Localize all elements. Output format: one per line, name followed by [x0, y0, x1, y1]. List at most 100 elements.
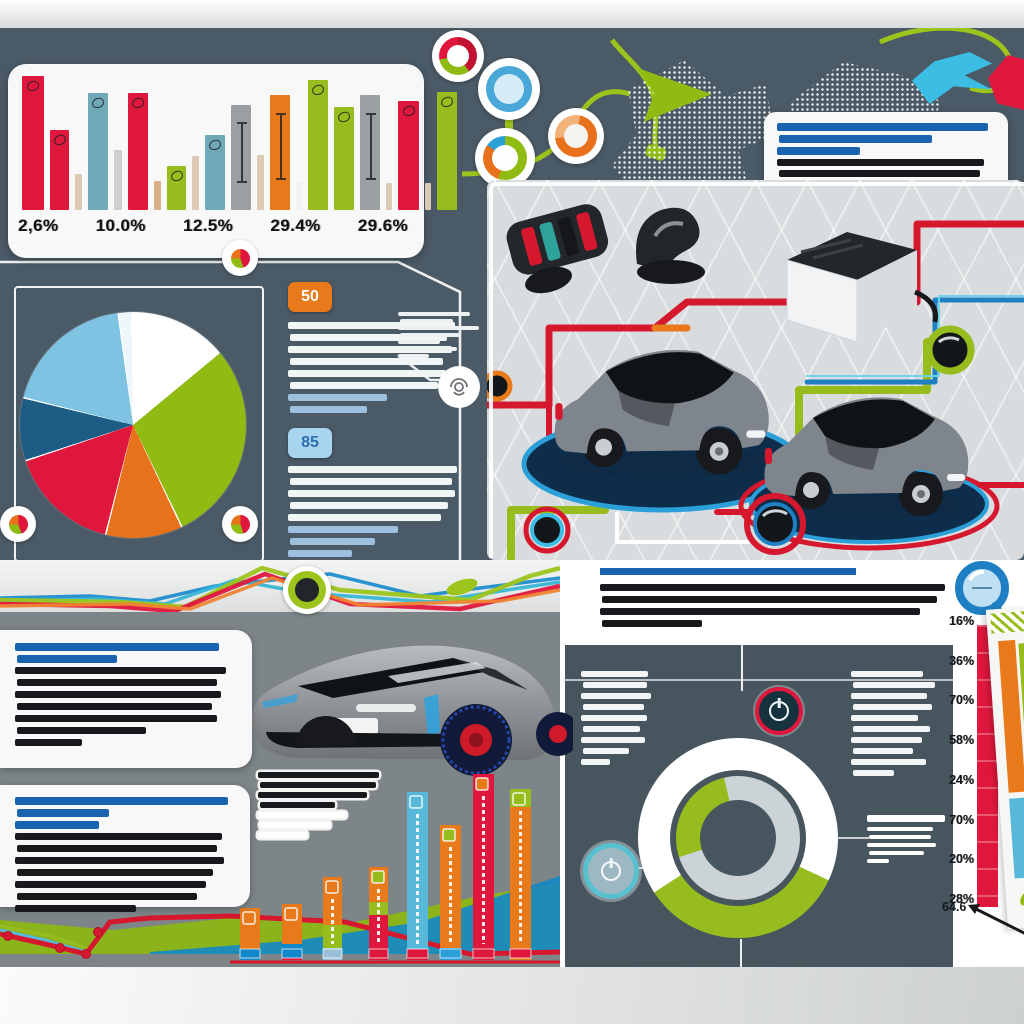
node-badge-icon [0, 506, 36, 542]
redacted-text-line [17, 893, 198, 900]
donut-hole [700, 800, 776, 876]
bar [270, 94, 290, 210]
redacted-text-line [290, 406, 367, 413]
redacted-text-line [290, 358, 444, 365]
stat-50-paragraph [288, 322, 462, 418]
top-bar-chart [8, 64, 457, 210]
scale-label: 16% [948, 614, 974, 628]
redacted-text-line [583, 682, 647, 688]
scale-label: 58% [948, 733, 974, 748]
crosshair-v2 [740, 939, 742, 969]
bar [114, 149, 122, 210]
bar [308, 80, 328, 210]
scale-label: 20% [948, 852, 974, 867]
key-fob-icon [506, 204, 609, 294]
bar [334, 106, 354, 210]
redacted-text-line [15, 881, 207, 888]
redacted-text-line [400, 319, 454, 323]
redacted-text-line [398, 340, 441, 344]
redacted-text-line [290, 334, 447, 341]
redacted-text-line [290, 538, 376, 545]
bar-label: 12.5% [182, 216, 234, 235]
redacted-text-line [398, 354, 430, 358]
redacted-text-line [583, 748, 629, 754]
redacted-text-line [288, 346, 452, 353]
redacted-text-line [583, 726, 640, 732]
stat-badge-50: 50 [288, 282, 332, 312]
scale-label: 28% [948, 891, 974, 906]
ring-icon-red-green [432, 30, 484, 82]
bar-chip [439, 948, 462, 959]
upper-section: 2,6% 10.0% 12.5% 29.4% 29.6% 50 85 [0, 28, 1024, 562]
bar [128, 93, 148, 210]
bar-chip [322, 948, 343, 959]
leader-right [837, 837, 869, 839]
redacted-text-line [853, 770, 895, 776]
redacted-text-line [777, 123, 989, 131]
bar-chip [281, 948, 303, 959]
bar-chip [509, 948, 532, 959]
bar [192, 156, 199, 210]
bar-badge-icon [325, 880, 339, 894]
stat-badge-85: 85 [288, 428, 332, 458]
redacted-text-line [17, 703, 213, 710]
right-intro-paragraph [600, 584, 956, 632]
bar-label: 29.6% [357, 216, 408, 235]
redacted-text-line [581, 693, 651, 699]
redacted-text-line [581, 671, 648, 677]
bar [167, 165, 186, 210]
redacted-text-line [583, 704, 644, 710]
bar [398, 101, 419, 210]
redacted-text-line [602, 620, 702, 627]
footnote-arrow [968, 904, 1024, 935]
redacted-text-line [290, 478, 452, 485]
redacted-text-line [867, 827, 934, 831]
growth-bar-chart [0, 774, 560, 964]
trend-line-orange [0, 576, 561, 611]
redacted-text-line [779, 170, 980, 177]
ring-icon-green-orange [475, 128, 535, 188]
redacted-text-line [581, 759, 610, 765]
redacted-text-line [600, 608, 921, 615]
growth-bar-segment [440, 825, 461, 948]
redacted-text-line [17, 869, 213, 876]
redacted-text-line [398, 326, 479, 330]
panel-left-paragraph [581, 671, 657, 770]
redacted-text-line [400, 333, 461, 337]
redacted-text-line [853, 748, 914, 754]
fingerprint-icon [438, 366, 480, 408]
redacted-text-line [15, 797, 229, 805]
redacted-text-line [288, 370, 447, 377]
bar [425, 183, 431, 210]
redacted-text-line [15, 821, 99, 829]
redacted-text-line [581, 715, 648, 721]
redacted-text-line [777, 159, 985, 166]
plug-badge-icon [755, 687, 803, 735]
stat-85-paragraph [288, 466, 466, 562]
bar-label: 10.0% [95, 216, 146, 235]
bar-badge-icon [512, 792, 526, 806]
mini-note [398, 312, 490, 361]
redacted-text-line [851, 737, 923, 743]
redacted-text-line [15, 833, 222, 840]
bar [205, 134, 225, 210]
redacted-text-line [851, 759, 926, 765]
bar [437, 92, 457, 210]
bar-badge-icon [475, 777, 489, 791]
redacted-text-line [288, 322, 456, 329]
bar-badge-icon [284, 907, 298, 921]
donut-annotation [867, 815, 945, 867]
bar-badge-icon [442, 828, 456, 842]
car-note-paragraph [258, 772, 388, 842]
redacted-text-line [15, 667, 226, 674]
redacted-text-line [258, 812, 347, 818]
bar-chip [239, 948, 261, 959]
bar [22, 76, 44, 210]
redacted-text-line [853, 726, 931, 732]
bar-badge-icon [371, 870, 385, 884]
redacted-text-line [260, 802, 336, 808]
redacted-text-line [777, 147, 860, 155]
node-badge-icon [222, 240, 258, 276]
panel-right-paragraph [851, 671, 937, 781]
